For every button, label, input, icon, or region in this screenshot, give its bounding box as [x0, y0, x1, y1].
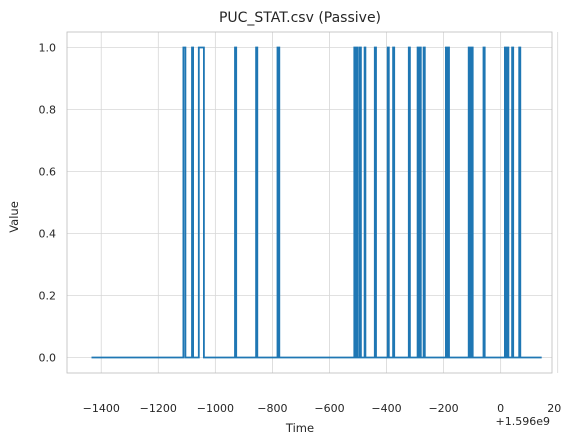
x-tick-label: −1000 — [197, 402, 234, 415]
x-tick-label: −200 — [428, 402, 458, 415]
x-tick-label: −600 — [314, 402, 344, 415]
series-layer — [91, 46, 542, 359]
x-axis-offset-label: +1.596e9 — [496, 415, 550, 428]
y-tick-label: 0.6 — [39, 166, 57, 179]
x-tick-label: −1400 — [83, 402, 120, 415]
plot-frame — [66, 31, 553, 374]
x-tick-label: −400 — [371, 402, 401, 415]
x-tick-label: −800 — [257, 402, 287, 415]
chart-title: PUC_STAT.csv (Passive) — [219, 10, 381, 26]
x-tick-label: 200 — [547, 402, 562, 415]
x-tick-label: −1200 — [140, 402, 177, 415]
y-tick-labels: 0.0 0.2 0.4 0.6 0.8 1.0 — [39, 42, 57, 365]
x-axis-label: Time — [285, 421, 314, 435]
y-tick-label: 0.4 — [39, 228, 57, 241]
y-tick-label: 0.0 — [39, 352, 57, 365]
series-line — [91, 46, 542, 359]
x-tick-labels: −1400 −1200 −1000 −800 −600 −400 −200 0 200 — [83, 402, 562, 415]
y-axis-label: Value — [7, 201, 21, 233]
y-tick-label: 0.8 — [39, 104, 57, 117]
y-tick-label: 1.0 — [39, 42, 57, 55]
y-tick-label: 0.2 — [39, 290, 57, 303]
x-tick-label: 0 — [497, 402, 504, 415]
